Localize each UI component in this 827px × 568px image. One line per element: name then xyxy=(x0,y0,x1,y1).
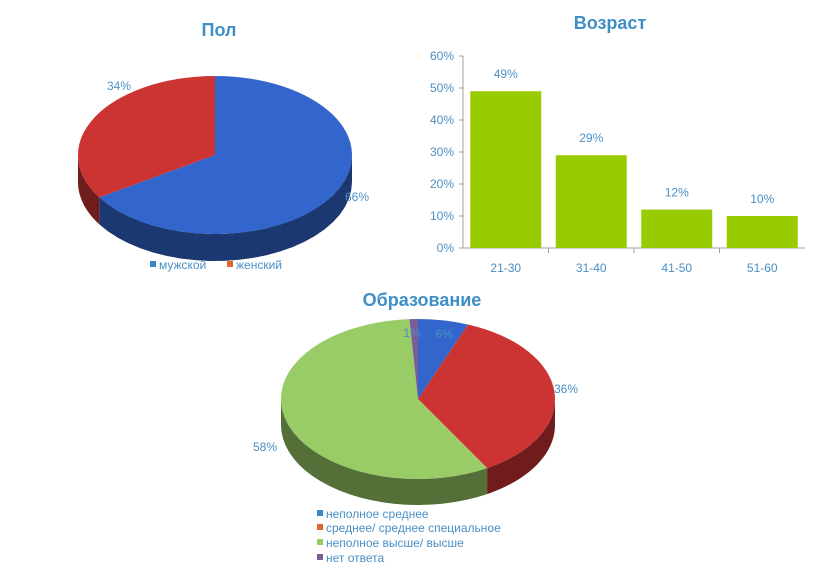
age-bar-label: 29% xyxy=(579,131,603,145)
y-tick-label: 10% xyxy=(430,209,454,223)
x-tick-label: 51-60 xyxy=(747,261,778,275)
education-side-1 xyxy=(487,399,555,495)
age-bar-41-50 xyxy=(641,209,713,248)
legend-swatch-female xyxy=(227,261,233,267)
legend-swatch-incomplete-secondary xyxy=(317,510,323,516)
gender-chart: Пол 66% 34% мужской женский xyxy=(78,20,369,272)
gender-label-male: 66% xyxy=(345,190,369,204)
legend-swatch-secondary-special xyxy=(317,524,323,530)
legend-label-secondary-special: среднее/ среднее специальное xyxy=(326,521,501,535)
legend-swatch-no-answer xyxy=(317,554,323,560)
education-slice-2 xyxy=(280,319,488,479)
legend-swatch-higher xyxy=(317,539,323,545)
y-tick-label: 60% xyxy=(430,49,454,63)
gender-pie xyxy=(78,76,353,261)
x-tick-label: 21-30 xyxy=(490,261,521,275)
education-label-higher: 58% xyxy=(253,440,277,454)
age-chart-title: Возраст xyxy=(574,13,647,33)
education-side-2 xyxy=(281,399,488,505)
education-label-incomplete-secondary: 6% xyxy=(435,327,453,341)
education-chart-title: Образование xyxy=(363,290,482,310)
y-tick-label: 50% xyxy=(430,81,454,95)
x-tick-label: 31-40 xyxy=(576,261,607,275)
gender-side-1 xyxy=(78,155,100,225)
education-pie xyxy=(280,318,555,505)
age-bar-21-30 xyxy=(470,91,542,248)
gender-slice-0 xyxy=(99,76,353,235)
x-tick-label: 41-50 xyxy=(661,261,692,275)
legend-swatch-male xyxy=(150,261,156,267)
age-bar-label: 49% xyxy=(494,67,518,81)
age-bar-51-60 xyxy=(726,216,798,248)
gender-legend: мужской женский xyxy=(150,258,282,272)
gender-chart-title: Пол xyxy=(202,20,237,40)
age-bar-label: 10% xyxy=(750,192,774,206)
gender-slice-1 xyxy=(78,76,215,198)
legend-label-female: женский xyxy=(236,258,282,272)
age-bars: 49% 29% 12% 10% xyxy=(470,67,798,248)
age-chart: Возраст 0% 10% 20% 30% 40% 50% 60% 21-30 31-40 41… xyxy=(430,13,805,275)
y-tick-label: 40% xyxy=(430,113,454,127)
education-slice-1 xyxy=(418,324,555,469)
gender-side-0 xyxy=(99,155,352,261)
legend-label-no-answer: нет ответа xyxy=(326,551,385,565)
education-chart: Образование 6% 36% 58% 1% неполное средн… xyxy=(253,290,578,565)
legend-label-incomplete-secondary: неполное среднее xyxy=(326,507,429,521)
age-bar-label: 12% xyxy=(665,186,689,200)
y-tick-label: 0% xyxy=(437,241,455,255)
y-tick-label: 20% xyxy=(430,177,454,191)
education-label-no-answer: 1% xyxy=(403,326,421,340)
legend-label-male: мужской xyxy=(159,258,206,272)
gender-label-female: 34% xyxy=(107,79,131,93)
y-tick-label: 30% xyxy=(430,145,454,159)
legend-label-higher: неполное высше/ высше xyxy=(326,536,464,550)
education-label-secondary-special: 36% xyxy=(554,382,578,396)
education-slice-0 xyxy=(418,319,468,399)
age-bar-31-40 xyxy=(555,155,627,248)
education-legend: неполное среднее среднее/ среднее специа… xyxy=(317,507,501,565)
education-slice-3 xyxy=(409,318,418,399)
